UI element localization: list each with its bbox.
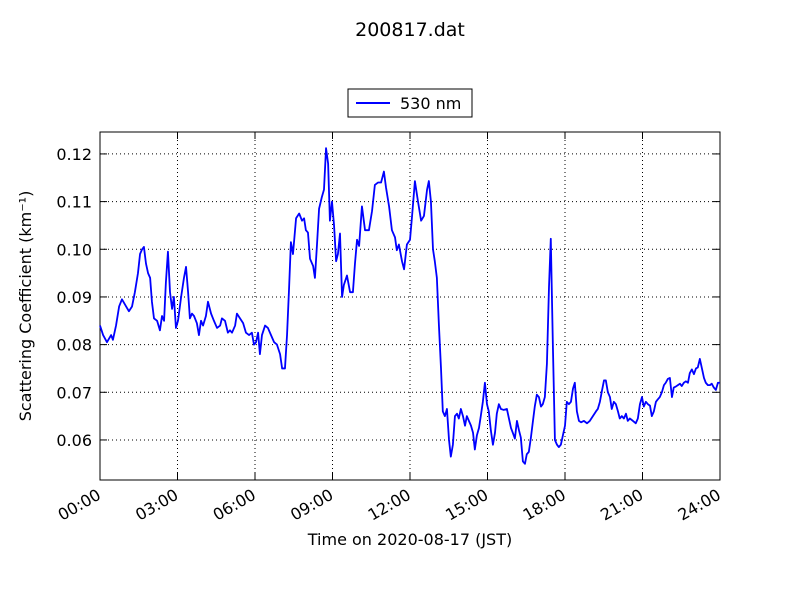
- x-axis-label: Time on 2020-08-17 (JST): [307, 530, 512, 549]
- y-axis-label: Scattering Coefficient (km⁻¹): [16, 191, 35, 422]
- y-tick-label: 0.07: [56, 383, 92, 402]
- y-tick-label: 0.11: [56, 193, 92, 212]
- data-line: [99, 147, 720, 465]
- legend-label: 530 nm: [400, 94, 461, 113]
- y-tick-label: 0.12: [56, 145, 92, 164]
- plot-frame: [99, 131, 721, 481]
- y-tick-label: 0.09: [56, 288, 92, 307]
- y-tick-label: 0.10: [56, 240, 92, 259]
- chart-title: 200817.dat: [355, 19, 465, 41]
- y-tick-label: 0.08: [56, 336, 92, 355]
- y-tick-label: 0.06: [56, 431, 92, 450]
